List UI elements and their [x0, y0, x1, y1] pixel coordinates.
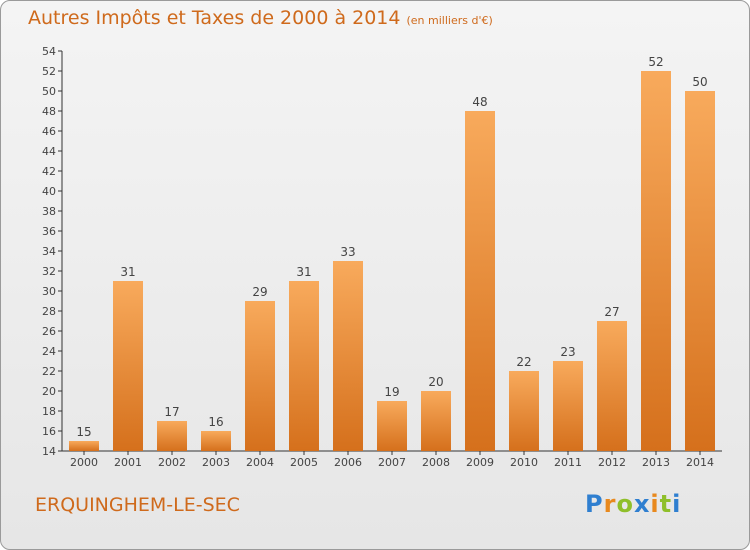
bar-value-label: 17 [164, 405, 179, 419]
y-tick-label: 16 [42, 425, 56, 438]
x-tick-label: 2001 [114, 456, 142, 469]
x-tick-label: 2014 [686, 456, 714, 469]
y-tick-label: 14 [42, 445, 56, 458]
x-tick-label: 2003 [202, 456, 230, 469]
y-tick-label: 26 [42, 325, 56, 338]
logo-letter: o [616, 490, 634, 518]
y-tick-label: 46 [42, 125, 56, 138]
bar-value-label: 52 [648, 55, 663, 69]
y-tick-label: 50 [42, 85, 56, 98]
bar-value-label: 19 [384, 385, 399, 399]
logo-letter: t [659, 490, 673, 518]
bar-value-label: 33 [340, 245, 355, 259]
x-tick-label: 2009 [466, 456, 494, 469]
x-tick-label: 2005 [290, 456, 318, 469]
bar [289, 281, 319, 451]
bar [377, 401, 407, 451]
commune-name: ERQUINGHEM-LE-SEC [35, 494, 240, 516]
bar [641, 71, 671, 451]
bar-value-label: 22 [516, 355, 531, 369]
logo-letter: r [603, 490, 617, 518]
bar [157, 421, 187, 451]
bar [245, 301, 275, 451]
x-tick-label: 2002 [158, 456, 186, 469]
bar-value-label: 50 [692, 75, 707, 89]
x-tick-label: 2000 [70, 456, 98, 469]
bar-value-label: 23 [560, 345, 575, 359]
chart-unit-note: (en milliers d'€) [406, 14, 493, 27]
y-tick-label: 38 [42, 205, 56, 218]
y-tick-label: 18 [42, 405, 56, 418]
chart-title-text: Autres Impôts et Taxes de 2000 à 2014 [28, 7, 401, 29]
bar-value-label: 31 [120, 265, 135, 279]
bar [201, 431, 231, 451]
y-tick-label: 32 [42, 265, 56, 278]
bar-value-label: 16 [208, 415, 223, 429]
y-tick-label: 22 [42, 365, 56, 378]
logo-letter: P [585, 490, 604, 518]
y-tick-label: 36 [42, 225, 56, 238]
bar [113, 281, 143, 451]
y-tick-label: 24 [42, 345, 56, 358]
x-tick-label: 2006 [334, 456, 362, 469]
y-tick-label: 54 [42, 45, 56, 58]
bar [465, 111, 495, 451]
logo-letter: x [633, 490, 651, 518]
bar-value-label: 15 [76, 425, 91, 439]
bar-value-label: 48 [472, 95, 487, 109]
bar [553, 361, 583, 451]
x-tick-label: 2007 [378, 456, 406, 469]
y-tick-label: 20 [42, 385, 56, 398]
x-tick-label: 2010 [510, 456, 538, 469]
x-tick-label: 2013 [642, 456, 670, 469]
y-tick-label: 44 [42, 145, 56, 158]
x-tick-label: 2012 [598, 456, 626, 469]
y-tick-label: 40 [42, 185, 56, 198]
bar [421, 391, 451, 451]
bar [509, 371, 539, 451]
chart-title: Autres Impôts et Taxes de 2000 à 2014 (en… [28, 7, 493, 29]
bar-value-label: 20 [428, 375, 443, 389]
logo-letter: i [672, 490, 682, 518]
bar-value-label: 29 [252, 285, 267, 299]
x-tick-label: 2008 [422, 456, 450, 469]
bar-value-label: 31 [296, 265, 311, 279]
y-tick-label: 42 [42, 165, 56, 178]
x-tick-label: 2011 [554, 456, 582, 469]
bar [333, 261, 363, 451]
bar-value-label: 27 [604, 305, 619, 319]
y-tick-label: 34 [42, 245, 56, 258]
proxiti-logo: Proxiti [585, 490, 681, 518]
y-tick-label: 30 [42, 285, 56, 298]
y-tick-label: 28 [42, 305, 56, 318]
y-tick-label: 52 [42, 65, 56, 78]
x-tick-label: 2004 [246, 456, 274, 469]
y-tick-label: 48 [42, 105, 56, 118]
bar [69, 441, 99, 451]
bar [597, 321, 627, 451]
logo-letter: i [650, 490, 660, 518]
bar [685, 91, 715, 451]
